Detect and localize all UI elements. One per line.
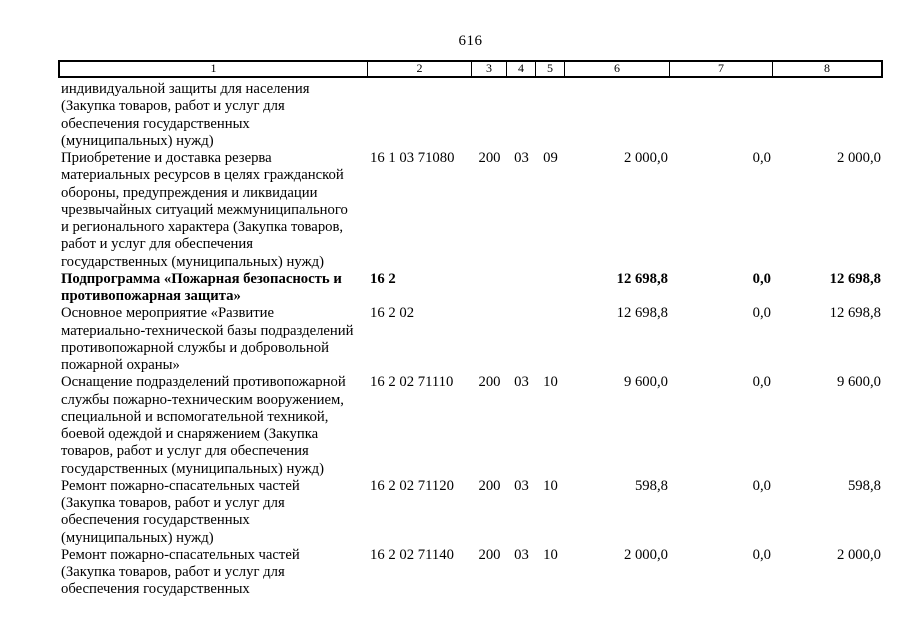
amount-1-cell: 12 698,8 <box>616 305 668 322</box>
header-cell-7: 7 <box>670 62 773 76</box>
program-name-cell: Ремонт пожарно-спасательных частей (Заку… <box>61 546 300 598</box>
page-number: 616 <box>458 33 483 49</box>
amount-3-cell: 598,8 <box>847 477 881 494</box>
amount-2-cell: 0,0 <box>752 305 771 322</box>
expense-type-cell: 200 <box>478 150 501 166</box>
subsection-cell: 10 <box>543 546 558 563</box>
amount-2-cell: 0,0 <box>752 374 771 391</box>
target-code-cell: 16 2 02 71110 <box>370 374 454 391</box>
amount-1-cell: 2 000,0 <box>623 546 668 563</box>
section-cell: 03 <box>514 150 529 166</box>
header-cell-4: 4 <box>507 62 536 76</box>
subsection-cell: 09 <box>543 150 558 166</box>
header-cell-2: 2 <box>368 62 472 76</box>
table-row: индивидуальной защиты для населения (Зак… <box>58 81 883 150</box>
amount-2-cell: 0,0 <box>752 150 771 166</box>
target-code-cell: 16 2 <box>370 270 396 287</box>
header-cell-3: 3 <box>472 62 507 76</box>
expense-type-cell: 200 <box>478 477 501 494</box>
amount-2-cell: 0,0 <box>752 477 771 494</box>
section-cell: 03 <box>514 374 529 391</box>
amount-1-cell: 9 600,0 <box>623 374 668 391</box>
target-code-cell: 16 2 02 <box>370 305 415 322</box>
target-code-cell: 16 2 02 71140 <box>370 546 454 563</box>
table-row: Основное мероприятие «Развитие материаль… <box>58 305 883 374</box>
amount-2-cell: 0,0 <box>752 270 771 287</box>
amount-2-cell: 0,0 <box>752 546 771 563</box>
target-code-cell: 16 2 02 71120 <box>370 477 454 494</box>
table-body: индивидуальной защиты для населения (Зак… <box>58 81 883 599</box>
expense-type-cell: 200 <box>478 374 501 391</box>
table-row: Оснащение подразделений противопожарной … <box>58 374 883 478</box>
table-row: Приобретение и доставка резерва материал… <box>58 150 883 271</box>
amount-3-cell: 2 000,0 <box>836 546 881 563</box>
header-cell-1: 1 <box>60 62 368 76</box>
section-cell: 03 <box>514 546 529 563</box>
program-name-cell: Ремонт пожарно-спасательных частей (Заку… <box>61 477 300 546</box>
program-name-cell: Основное мероприятие «Развитие материаль… <box>61 305 354 373</box>
table-header-row: 1 2 3 4 5 6 7 8 <box>58 60 883 78</box>
section-cell: 03 <box>514 477 529 494</box>
amount-3-cell: 12 698,8 <box>829 270 881 287</box>
header-cell-8: 8 <box>824 61 830 75</box>
table-row: Ремонт пожарно-спасательных частей (Заку… <box>58 478 883 547</box>
budget-table: 1 2 3 4 5 6 7 8 индивидуальной защиты дл… <box>58 60 883 599</box>
amount-1-cell: 598,8 <box>634 477 668 494</box>
amount-3-cell: 9 600,0 <box>836 374 881 391</box>
target-code-cell: 16 1 03 71080 <box>370 150 455 166</box>
amount-1-cell: 12 698,8 <box>616 270 668 287</box>
subsection-cell: 10 <box>543 477 558 494</box>
table-row: Ремонт пожарно-спасательных частей (Заку… <box>58 547 883 599</box>
amount-3-cell: 2 000,0 <box>836 150 881 166</box>
header-cell-6: 6 <box>565 62 670 76</box>
program-name-cell: Оснащение подразделений противопожарной … <box>61 374 346 477</box>
header-cell-5: 5 <box>536 62 565 76</box>
program-name-cell: Приобретение и доставка резерва материал… <box>61 150 348 270</box>
subsection-cell: 10 <box>543 374 558 391</box>
amount-3-cell: 12 698,8 <box>829 305 881 322</box>
expense-type-cell: 200 <box>478 546 501 563</box>
amount-1-cell: 2 000,0 <box>623 150 668 166</box>
program-name-cell: Подпрограмма «Пожарная безопасность и пр… <box>61 270 342 304</box>
program-name-cell: индивидуальной защиты для населения (Зак… <box>61 81 310 149</box>
table-row: Подпрограмма «Пожарная безопасность и пр… <box>58 271 883 306</box>
